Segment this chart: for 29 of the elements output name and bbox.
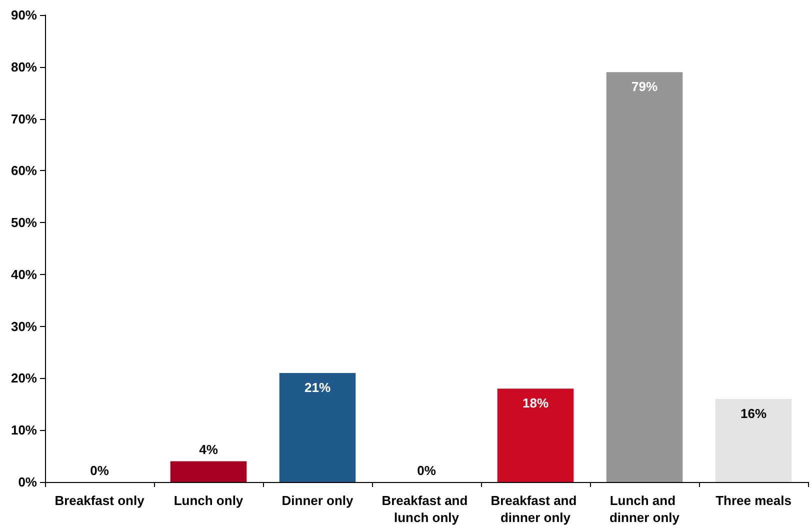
data-label: 79% <box>631 79 658 94</box>
y-tick-label: 90% <box>10 8 38 22</box>
data-label: 0% <box>90 463 110 478</box>
data-label: 18% <box>522 396 549 411</box>
x-tick-label: Dinner only <box>282 493 354 508</box>
y-tick-label: 60% <box>10 163 38 178</box>
x-tick-label: Breakfast and lunch only <box>382 493 472 525</box>
data-label: 0% <box>417 463 436 478</box>
x-tick-label: Lunch and dinner only <box>609 493 680 525</box>
bar <box>170 461 247 482</box>
y-tick-label: 30% <box>10 318 38 334</box>
data-label: 21% <box>304 380 331 396</box>
data-label: 16% <box>740 406 767 421</box>
y-tick-label: 50% <box>10 215 38 230</box>
y-tick-label: 80% <box>10 59 38 74</box>
x-tick-label: Breakfast and dinner only <box>490 493 580 525</box>
y-tick-label: 10% <box>10 422 38 438</box>
y-tick-label: 70% <box>10 111 38 126</box>
bar <box>606 72 683 482</box>
x-tick-label: Three meals <box>716 493 792 508</box>
y-tick-label: 40% <box>10 266 38 282</box>
data-label: 4% <box>199 442 218 458</box>
bar <box>715 398 792 482</box>
x-tick-label: Lunch only <box>174 493 244 508</box>
y-tick-label: 0% <box>18 474 38 490</box>
y-tick-label: 20% <box>10 370 38 386</box>
x-tick-label: Breakfast only <box>54 493 146 508</box>
bar <box>497 388 574 482</box>
bar <box>279 373 356 482</box>
